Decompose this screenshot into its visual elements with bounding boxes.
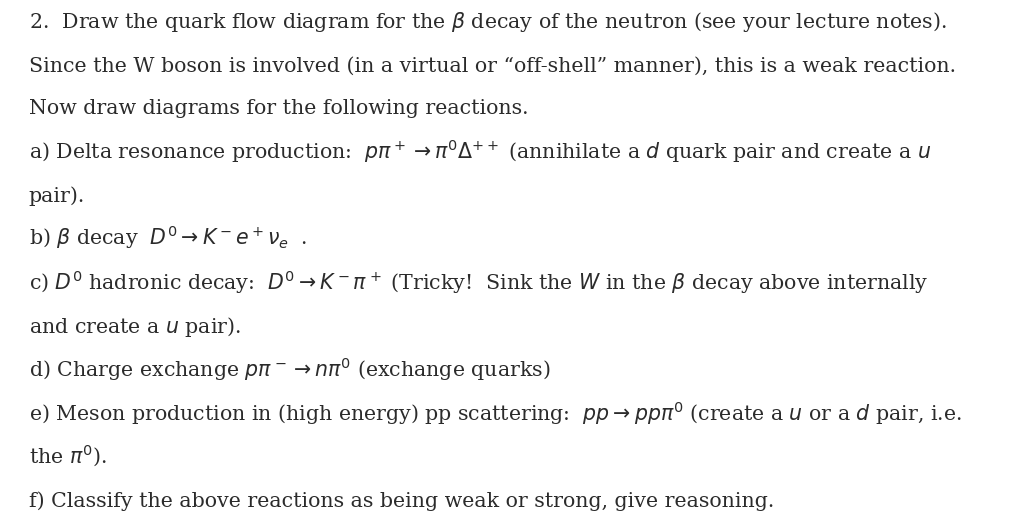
- Text: the $\pi^0$).: the $\pi^0$).: [29, 443, 106, 469]
- Text: and create a $u$ pair).: and create a $u$ pair).: [29, 314, 241, 339]
- Text: Since the W boson is involved (in a virtual or “off-shell” manner), this is a we: Since the W boson is involved (in a virt…: [29, 56, 955, 76]
- Text: a) Delta resonance production:  $p\pi^+ \rightarrow \pi^0\Delta^{++}$ (annihilat: a) Delta resonance production: $p\pi^+ \…: [29, 137, 931, 165]
- Text: b) $\beta$ decay  $D^0 \rightarrow K^-e^+\nu_e$  .: b) $\beta$ decay $D^0 \rightarrow K^-e^+…: [29, 223, 307, 251]
- Text: e) Meson production in (high energy) pp scattering:  $pp \rightarrow pp\pi^0$ (c: e) Meson production in (high energy) pp …: [29, 399, 962, 427]
- Text: f) Classify the above reactions as being weak or strong, give reasoning.: f) Classify the above reactions as being…: [29, 491, 774, 511]
- Text: 2.  Draw the quark flow diagram for the $\beta$ decay of the neutron (see your l: 2. Draw the quark flow diagram for the $…: [29, 10, 946, 35]
- Text: Now draw diagrams for the following reactions.: Now draw diagrams for the following reac…: [29, 99, 528, 119]
- Text: c) $D^0$ hadronic decay:  $D^0 \rightarrow K^-\pi^+$ (Tricky!  Sink the $W$ in t: c) $D^0$ hadronic decay: $D^0 \rightarro…: [29, 268, 928, 296]
- Text: d) Charge exchange $p\pi^- \rightarrow n\pi^0$ (exchange quarks): d) Charge exchange $p\pi^- \rightarrow n…: [29, 355, 550, 383]
- Text: pair).: pair).: [29, 186, 85, 206]
